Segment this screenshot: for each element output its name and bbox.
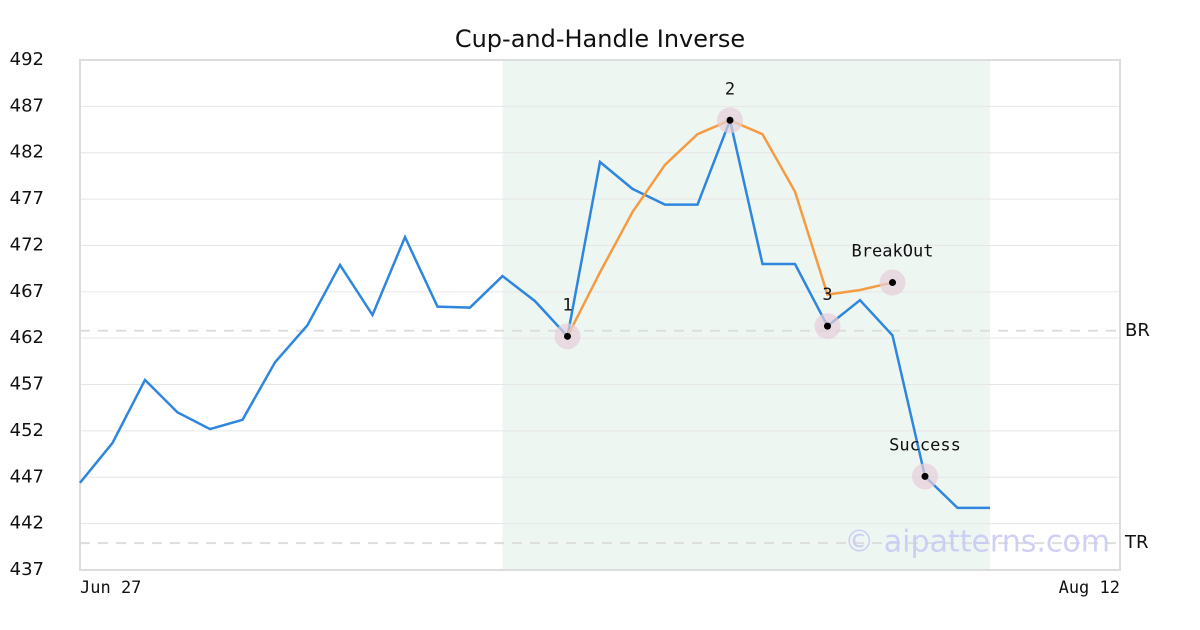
x-tick-label: Jun 27	[80, 578, 141, 598]
y-tick-label: 437	[10, 559, 44, 580]
y-tick-label: 447	[10, 466, 44, 487]
annotation-label: 3	[822, 285, 832, 305]
annotation-dot	[824, 322, 831, 330]
annotation-dot	[921, 472, 929, 480]
annotation-label: 1	[562, 295, 572, 315]
y-tick-label: 452	[10, 420, 44, 441]
y-tick-label: 482	[10, 142, 44, 163]
plot-border	[79, 59, 1121, 571]
y-tick-label: 457	[10, 374, 44, 395]
y-tick-label: 492	[10, 49, 44, 70]
y-tick-label: 442	[10, 513, 44, 534]
annotation-dot	[564, 332, 571, 340]
series-line	[79, 115, 990, 510]
annotation-dot	[889, 279, 896, 287]
chart-title: Cup-and-Handle Inverse	[455, 25, 745, 53]
level-label: TR	[1124, 532, 1149, 553]
annotation-label: 2	[725, 79, 735, 99]
y-tick-label: 487	[10, 95, 44, 116]
x-tick-label: Aug 12	[1059, 578, 1120, 598]
y-tick-label: 462	[10, 327, 44, 348]
watermark: © aipatterns.com	[844, 525, 1110, 560]
y-tick-label: 477	[10, 188, 44, 209]
annotation-label: BreakOut	[852, 242, 934, 262]
shaded-region	[502, 60, 990, 570]
level-label: BR	[1125, 320, 1150, 341]
annotation-dot	[726, 116, 734, 124]
annotation-label: Success	[889, 435, 961, 455]
y-tick-label: 467	[10, 281, 44, 302]
y-tick-label: 472	[10, 234, 44, 255]
